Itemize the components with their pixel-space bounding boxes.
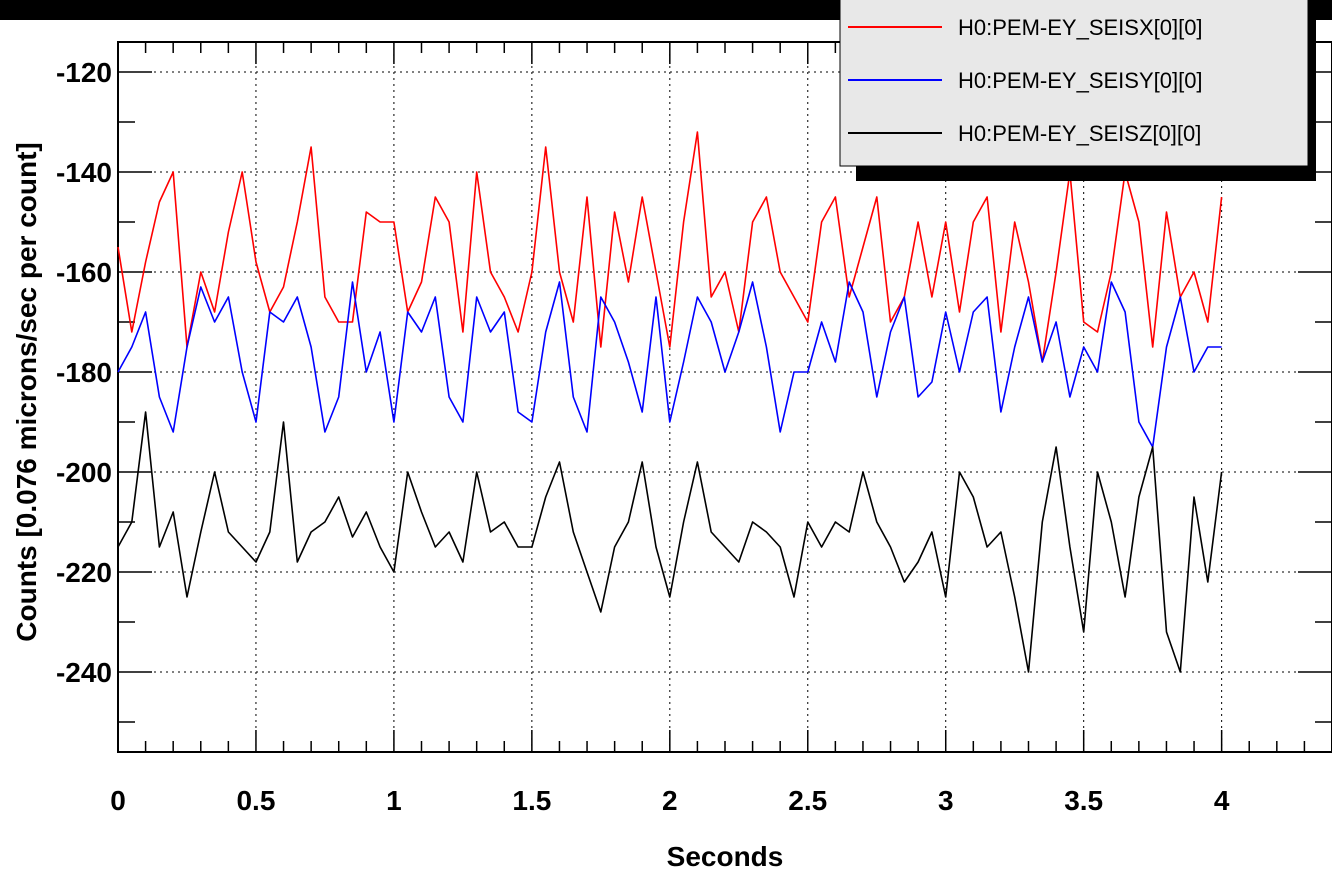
x-tick-label: 1.5	[512, 785, 551, 816]
y-tick-label: -180	[56, 357, 112, 388]
y-tick-labels: -120 -140 -160 -180 -200 -220 -240	[56, 57, 112, 688]
y-tick-label: -200	[56, 457, 112, 488]
x-tick-labels: 0 0.5 1 1.5 2 2.5 3 3.5 4	[110, 785, 1230, 816]
x-tick-label: 2	[662, 785, 678, 816]
y-tick-label: -160	[56, 257, 112, 288]
y-tick-label: -240	[56, 657, 112, 688]
legend-label: H0:PEM-EY_SEISZ[0][0]	[958, 121, 1201, 146]
x-tick-label: 2.5	[788, 785, 827, 816]
y-tick-label: -120	[56, 57, 112, 88]
legend-label: H0:PEM-EY_SEISX[0][0]	[958, 15, 1203, 40]
legend: H0:PEM-EY_SEISX[0][0] H0:PEM-EY_SEISY[0][…	[839, 0, 1316, 181]
legend-label: H0:PEM-EY_SEISY[0][0]	[958, 68, 1203, 93]
series-lines	[117, 131, 1223, 673]
y-tick-label: -140	[56, 157, 112, 188]
x-tick-label: 0	[110, 785, 126, 816]
series-line-3	[117, 411, 1223, 673]
x-axis-title: Seconds	[667, 841, 784, 872]
y-axis-title: Counts [0.076 microns/sec per count]	[11, 142, 42, 641]
x-tick-label: 0.5	[236, 785, 275, 816]
y-tick-label: -220	[56, 557, 112, 588]
series-line-1	[117, 131, 1223, 363]
series-line-2	[117, 281, 1222, 448]
x-tick-label: 3.5	[1064, 785, 1103, 816]
x-tick-label: 1	[386, 785, 402, 816]
x-tick-label: 3	[938, 785, 954, 816]
x-tick-label: 4	[1214, 785, 1230, 816]
